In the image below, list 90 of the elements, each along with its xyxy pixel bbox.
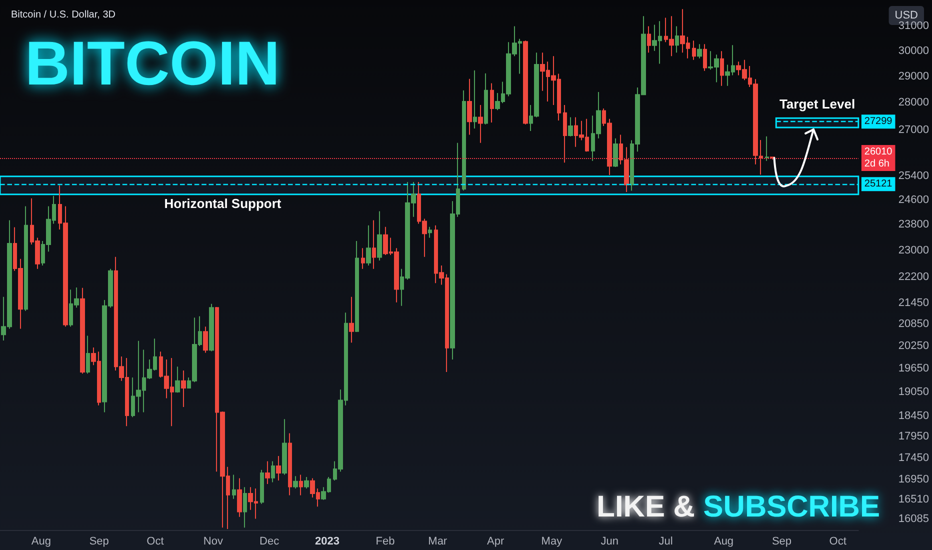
x-tick-label: Jul (658, 536, 673, 548)
candlestick (243, 486, 247, 528)
candlestick (355, 240, 359, 333)
y-tick-label: 21450 (898, 296, 930, 309)
candlestick (361, 248, 365, 270)
text: BITCOIN (25, 30, 280, 98)
candlestick (765, 136, 769, 162)
x-tick-label: Aug (714, 536, 734, 548)
candlestick (613, 138, 618, 168)
candlestick (282, 418, 287, 476)
text: USD (894, 10, 918, 22)
candlestick (462, 90, 466, 191)
candlestick (428, 226, 432, 238)
x-tick-label: May (541, 536, 563, 548)
annotation: LIKE & SUBSCRIBE (596, 490, 880, 524)
y-tick-label: 23800 (898, 218, 930, 231)
candlestick (349, 296, 354, 344)
x-tick-label: Dec (260, 536, 280, 548)
y-tick-label: 16510 (898, 493, 930, 506)
candlestick (703, 44, 707, 72)
ref-line-label: 27299 (864, 116, 893, 128)
candlestick (366, 224, 371, 266)
x-tick-label: Sep (89, 536, 109, 548)
candlestick (260, 469, 264, 504)
x-tick-label: Jun (600, 536, 619, 548)
text: 2d 6h (864, 158, 890, 170)
y-tick-label: 23000 (898, 244, 930, 256)
candlestick (288, 432, 292, 496)
candlestick (473, 70, 477, 130)
y-tick-label: 20250 (898, 340, 930, 352)
y-tick-label: 27000 (898, 124, 930, 136)
candlestick (568, 116, 573, 137)
y-tick-label: 19050 (898, 386, 930, 398)
x-tick-label: Nov (203, 536, 224, 548)
x-tick-label: Sep (772, 536, 792, 548)
candlestick (271, 460, 275, 483)
x-tick-label: Apr (487, 536, 504, 548)
x-tick-label: Mar (428, 536, 448, 548)
candlestick (484, 72, 488, 125)
candlestick (232, 474, 236, 500)
y-tick-label: 30000 (898, 44, 930, 57)
y-tick-label: 25400 (898, 170, 930, 182)
y-tick-label: 16950 (898, 474, 930, 486)
text: Bitcoin / U.S. Dollar, 3D (11, 10, 116, 20)
candlestick (304, 476, 309, 490)
y-tick-label: 31000 (898, 20, 930, 32)
candlestick (467, 78, 472, 136)
candlestick (299, 474, 303, 496)
y-tick-label: 24600 (898, 194, 930, 206)
candlestick (523, 40, 528, 125)
y-tick-label: 29000 (898, 70, 930, 82)
y-tick-label: 19650 (898, 362, 930, 375)
candlestick (276, 456, 281, 481)
y-tick-label: 17450 (898, 452, 930, 464)
candlestick (372, 220, 376, 270)
candlestick (647, 26, 651, 54)
candlestick (478, 104, 483, 144)
y-tick-label: 20850 (898, 318, 930, 330)
band-label: Target Level (779, 96, 856, 112)
x-tick-label: Aug (31, 536, 51, 548)
candlestick (377, 210, 382, 262)
candlestick (490, 82, 494, 123)
x-tick-label: 2023 (315, 536, 340, 548)
candlestick (759, 140, 763, 176)
candlestick (80, 287, 85, 374)
candlestick (175, 366, 180, 394)
candlestick (675, 26, 679, 54)
y-tick-label: 28000 (898, 96, 930, 109)
candlestick (720, 50, 724, 86)
candlestick (24, 206, 28, 312)
candlestick (293, 476, 298, 490)
y-tick-label: 18450 (898, 410, 930, 422)
candlestick (697, 44, 702, 59)
candlestick (86, 335, 90, 374)
candlestick (265, 460, 270, 485)
ref-line-label: 25121 (864, 178, 893, 190)
candlestick (181, 370, 186, 408)
x-tick-label: Oct (146, 536, 164, 548)
y-tick-label: 17950 (898, 430, 930, 443)
ref-line-label: 26010 (864, 146, 893, 158)
y-tick-label: 22200 (898, 270, 930, 283)
y-tick-label: 16085 (898, 512, 930, 525)
x-tick-label: Oct (829, 536, 846, 548)
candlestick (203, 326, 208, 354)
band-label: Horizontal Support (164, 196, 282, 212)
candlestick (237, 478, 242, 518)
candlestick (563, 104, 567, 164)
x-tick-label: Feb (376, 536, 395, 548)
candlestick (209, 303, 214, 352)
candlestick (692, 40, 696, 60)
